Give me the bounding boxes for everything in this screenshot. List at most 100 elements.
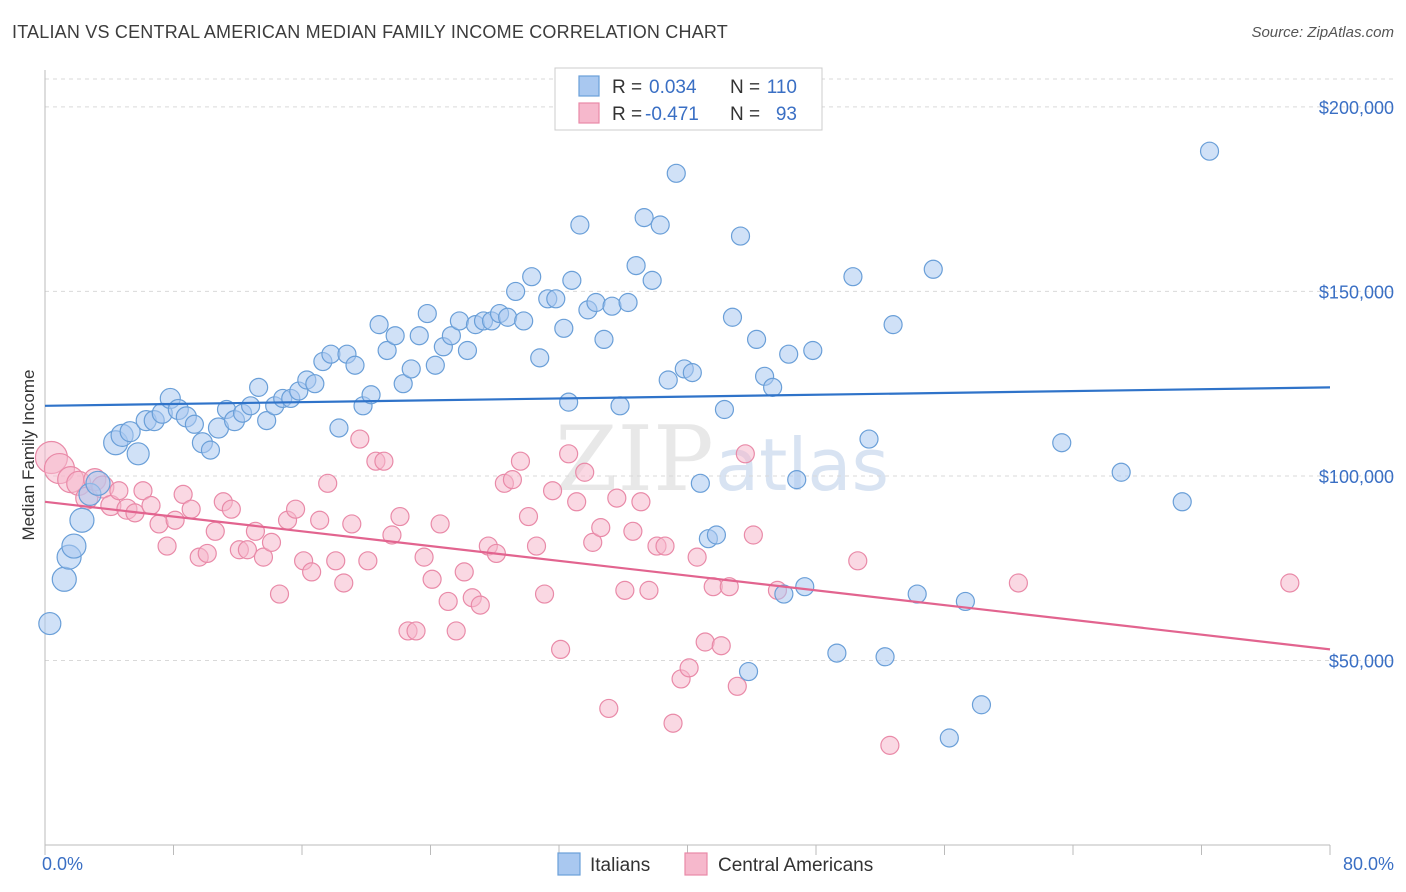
italians-trend-line [44, 386, 1331, 407]
data-point [570, 215, 590, 235]
legend-n-value-central: 93 [776, 104, 797, 125]
data-point [38, 611, 62, 636]
data-point [417, 303, 437, 324]
data-point [787, 470, 807, 490]
data-point [518, 506, 539, 527]
data-point [591, 518, 611, 538]
data-point [559, 444, 579, 464]
data-point [803, 340, 823, 361]
data-point [923, 259, 943, 279]
data-point [730, 226, 751, 246]
data-point [133, 481, 153, 501]
data-point [425, 355, 445, 375]
data-point [310, 510, 330, 530]
data-point [679, 658, 699, 678]
data-point [642, 270, 662, 290]
grid-lines [45, 78, 1395, 661]
central-americans-points [34, 429, 1300, 755]
legend-n-value-italians: 110 [767, 77, 797, 98]
x-tick-label-max: 80.0% [1343, 854, 1394, 874]
data-point [559, 392, 579, 412]
data-point [639, 580, 659, 600]
data-point [546, 289, 566, 309]
data-point [126, 442, 150, 466]
data-point [631, 492, 651, 512]
data-point [859, 429, 879, 449]
data-point [666, 163, 686, 183]
data-point [446, 621, 466, 641]
data-point [305, 374, 325, 394]
data-point [454, 562, 474, 582]
data-point [422, 569, 442, 589]
data-point [663, 713, 683, 733]
data-point [149, 514, 169, 534]
data-point [526, 536, 547, 556]
data-point [939, 728, 959, 748]
data-point [618, 292, 638, 313]
data-point [361, 385, 381, 405]
legend-r-label-central: R = [612, 104, 642, 125]
data-point [607, 488, 627, 508]
data-point [795, 577, 815, 597]
data-point [318, 473, 338, 493]
data-point [687, 547, 707, 567]
data-point [567, 492, 587, 512]
data-point [374, 451, 394, 471]
data-point [738, 661, 759, 682]
data-point [261, 532, 282, 552]
bottom-legend-swatch-italians [557, 852, 581, 876]
data-point [390, 506, 410, 527]
data-point [586, 292, 606, 313]
data-point [690, 473, 710, 493]
data-point [658, 370, 678, 390]
bottom-legend-central-americans: Central Americans [718, 855, 873, 876]
data-point [735, 444, 755, 464]
data-point [334, 573, 354, 593]
data-point [369, 315, 389, 335]
data-point [345, 355, 365, 375]
data-point [377, 340, 397, 361]
bottom-legend-italians: Italians [590, 855, 650, 876]
data-point [575, 462, 595, 482]
data-point [449, 311, 470, 331]
chart-title: ITALIAN VS CENTRAL AMERICAN MEDIAN FAMIL… [12, 22, 728, 42]
data-point [221, 499, 241, 519]
data-point [173, 484, 193, 505]
data-point [1172, 492, 1192, 512]
data-point [285, 499, 306, 519]
trend-lines [44, 386, 1331, 651]
data-point [650, 215, 670, 235]
data-point [610, 396, 630, 416]
data-point [241, 396, 261, 416]
data-point [253, 547, 274, 567]
data-point [321, 344, 341, 364]
data-point [583, 532, 603, 552]
data-point [695, 632, 715, 652]
data-point [615, 580, 635, 600]
data-point [594, 329, 614, 350]
series-legend: Italians Central Americans [557, 852, 873, 876]
data-point [843, 267, 863, 287]
bottom-legend-swatch-central [684, 852, 708, 876]
data-point [329, 418, 349, 438]
data-point [326, 551, 346, 571]
data-point [599, 698, 619, 719]
data-point [722, 307, 743, 327]
data-point [470, 595, 490, 615]
data-point [430, 514, 450, 534]
data-point [682, 363, 702, 383]
data-point [875, 647, 895, 667]
data-point [551, 639, 571, 660]
y-tick-label: $200,000 [1319, 98, 1394, 118]
data-point [880, 735, 900, 755]
data-point [438, 591, 458, 612]
data-point [502, 470, 523, 490]
data-point [85, 470, 111, 496]
correlation-legend: R = 0.034 N = 110 R = -0.471 N = 93 [554, 67, 823, 131]
data-point [385, 326, 405, 346]
data-point [554, 318, 574, 338]
data-point [510, 451, 531, 471]
y-tick-label: $150,000 [1319, 282, 1394, 302]
data-point [1052, 433, 1072, 453]
legend-swatch-italians [578, 75, 600, 97]
